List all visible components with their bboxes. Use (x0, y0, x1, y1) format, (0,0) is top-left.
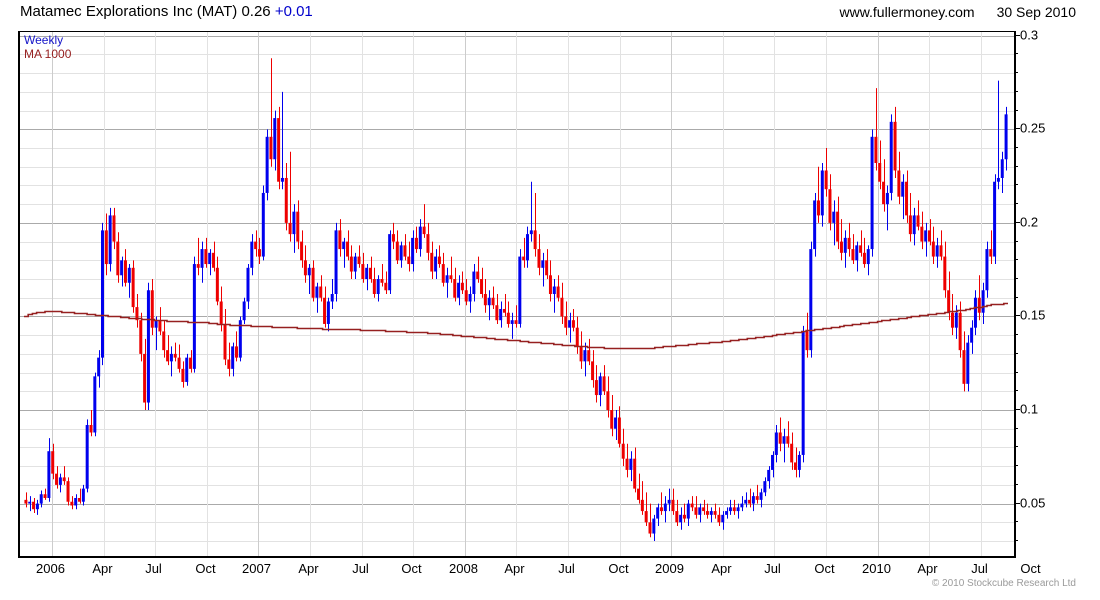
x-axis-tick-label: Apr (92, 561, 113, 576)
y-axis-minor-tick (1014, 278, 1018, 280)
y-axis-minor-tick (1014, 371, 1018, 373)
y-axis-minor-tick (1014, 483, 1018, 485)
y-axis-minor-tick (1014, 390, 1018, 392)
y-axis-minor-tick (1014, 465, 1018, 467)
y-axis-minor-tick (1014, 240, 1018, 242)
y-axis-minor-tick (1014, 427, 1018, 429)
y-axis-major-tick (1014, 221, 1020, 223)
y-axis-minor-tick (1014, 72, 1018, 74)
y-axis-tick-label: 0.05 (1020, 495, 1046, 511)
y-axis-minor-tick (1014, 352, 1018, 354)
x-axis-tick-label: Jul (764, 561, 781, 576)
x-axis-tick-label: Apr (711, 561, 732, 576)
x-axis-tick-label: 2010 (862, 561, 891, 576)
y-axis-price-scale: 0.05 0.1 0.15 0.2 0.25 0.3 (1014, 27, 1100, 559)
x-axis-tick-label: Oct (608, 561, 629, 576)
price-chart-plot-area[interactable] (18, 31, 1016, 558)
y-axis-major-tick (1014, 128, 1020, 130)
x-axis-tick-label: 2008 (449, 561, 478, 576)
y-axis-minor-tick (1014, 165, 1018, 167)
x-axis-tick-label: 2007 (242, 561, 271, 576)
as-of-date: 30 Sep 2010 (996, 4, 1076, 20)
y-axis-tick-label: 0.15 (1020, 307, 1046, 323)
x-axis-tick-label: 2006 (36, 561, 65, 576)
y-axis-minor-tick (1014, 540, 1018, 542)
x-axis-tick-label: Apr (504, 561, 525, 576)
y-axis-tick-label: 0.25 (1020, 120, 1046, 136)
y-axis-minor-tick (1014, 334, 1018, 336)
y-axis-major-tick (1014, 34, 1020, 36)
x-axis-tick-label: Jul (145, 561, 162, 576)
x-axis-tick-label: Jul (971, 561, 988, 576)
y-axis-minor-tick (1014, 147, 1018, 149)
y-axis-major-tick (1014, 315, 1020, 317)
y-axis-minor-tick (1014, 203, 1018, 205)
y-axis-minor-tick (1014, 90, 1018, 92)
x-axis-tick-label: Apr (917, 561, 938, 576)
x-axis-tick-label: Jul (558, 561, 575, 576)
y-axis-minor-tick (1014, 259, 1018, 261)
y-axis-major-tick (1014, 409, 1020, 411)
x-axis-tick-label: Jul (352, 561, 369, 576)
instrument-title: Matamec Explorations Inc (MAT) 0.26 +0.0… (20, 3, 313, 20)
y-axis-minor-tick (1014, 521, 1018, 523)
y-axis-minor-tick (1014, 184, 1018, 186)
instrument-name-and-price: Matamec Explorations Inc (MAT) 0.26 (20, 3, 275, 20)
header-meta: www.fullermoney.com 30 Sep 2010 (839, 4, 1076, 20)
website-label: www.fullermoney.com (839, 4, 975, 20)
y-axis-minor-tick (1014, 109, 1018, 111)
price-change: +0.01 (274, 3, 313, 20)
x-axis-time-scale: 2006 Apr Jul Oct 2007 Apr Jul Oct 2008 Apr Jul Oct 2… (0, 557, 1100, 583)
chart-header: Matamec Explorations Inc (MAT) 0.26 +0.0… (0, 0, 1100, 28)
copyright-notice: © 2010 Stockcube Research Ltd (931, 578, 1076, 589)
y-axis-tick-label: 0.3 (1020, 27, 1039, 43)
y-axis-minor-tick (1014, 296, 1018, 298)
x-axis-tick-label: Oct (195, 561, 216, 576)
y-axis-minor-tick (1014, 53, 1018, 55)
x-axis-tick-label: Oct (1020, 561, 1041, 576)
x-axis-tick-label: Oct (814, 561, 835, 576)
candlestick-series (24, 58, 1008, 542)
y-axis-tick-label: 0.1 (1020, 401, 1039, 417)
x-axis-tick-label: Apr (298, 561, 319, 576)
y-axis-tick-label: 0.2 (1020, 214, 1039, 230)
y-axis-major-tick (1014, 502, 1020, 504)
x-axis-tick-label: Oct (401, 561, 422, 576)
y-axis-minor-tick (1014, 446, 1018, 448)
x-axis-tick-label: 2009 (655, 561, 684, 576)
